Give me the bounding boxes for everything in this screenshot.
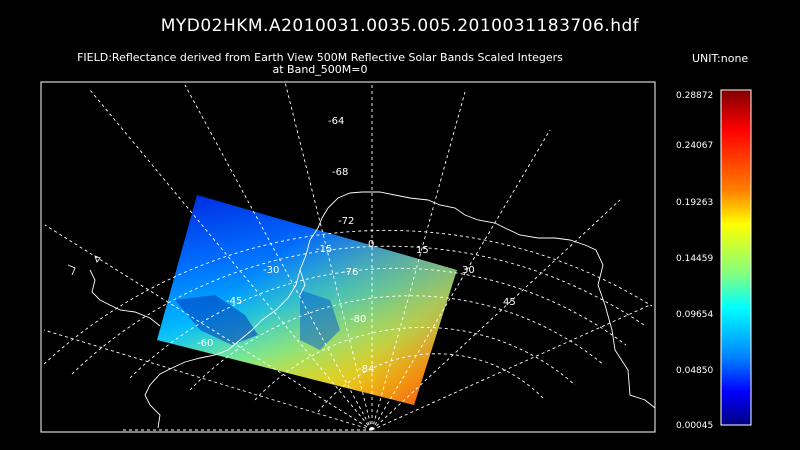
field-description: FIELD:Reflectance derived from Earth Vie… — [77, 51, 563, 64]
page-title: MYD02HKM.A2010031.0035.005.2010031183706… — [160, 16, 640, 36]
field-band: at Band_500M=0 — [272, 63, 368, 76]
plot-frame — [40, 81, 656, 433]
lat-label: -68 — [332, 167, 348, 178]
lon-label: -30 — [263, 265, 279, 276]
lon-label: 0 — [368, 239, 374, 250]
lat-label: -64 — [328, 116, 344, 127]
lon-label: 45 — [503, 297, 516, 308]
lat-label: -72 — [338, 216, 354, 227]
unit-label: UNIT:none — [692, 52, 749, 65]
colorbar-label: 0.24067 — [676, 141, 713, 151]
lon-label: 15 — [416, 245, 429, 256]
graticule — [43, 82, 653, 431]
lat-label: -80 — [350, 314, 366, 325]
lat-label: -76 — [342, 267, 358, 278]
colorbar-label: 0.28872 — [676, 91, 713, 101]
lon-label: -60 — [197, 338, 213, 349]
lon-label: -15 — [316, 244, 332, 255]
grid-labels: -64 -68 -72 -76 -80 -84 -60 -45 -30 -15 … — [197, 116, 516, 375]
lon-label: -45 — [226, 296, 242, 307]
colorbar-label: 0.00045 — [676, 421, 713, 431]
data-swath — [157, 195, 457, 405]
colorbar-label: 0.19263 — [676, 198, 713, 208]
lat-label: -84 — [358, 364, 374, 375]
coastline — [67, 191, 655, 429]
colorbar-label: 0.09654 — [676, 310, 713, 320]
lon-label: 30 — [462, 265, 475, 276]
colorbar-label: 0.04850 — [676, 366, 713, 376]
colorbar — [720, 89, 752, 426]
colorbar-labels: 0.28872 0.24067 0.19263 0.14459 0.09654 … — [676, 91, 713, 431]
colorbar-label: 0.14459 — [676, 254, 713, 264]
